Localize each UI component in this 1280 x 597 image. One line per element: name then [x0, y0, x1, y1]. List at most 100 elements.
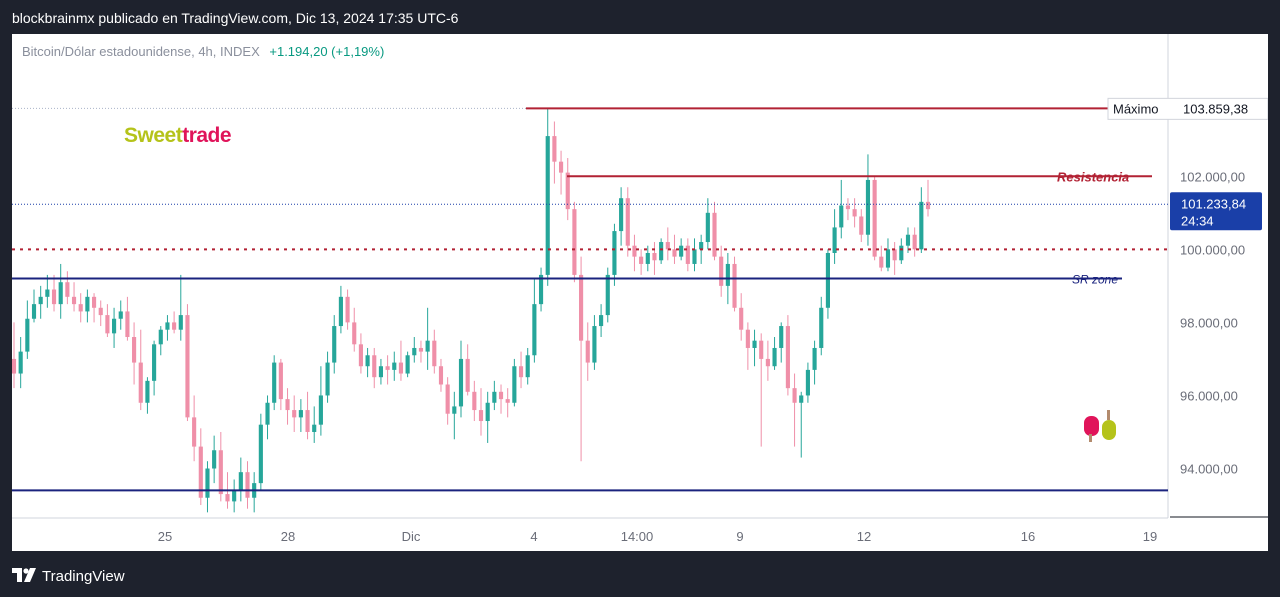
candle-body [492, 391, 497, 403]
candle-body [445, 384, 450, 414]
candle-body [812, 347, 817, 370]
candle [38, 285, 43, 319]
candle-body [305, 410, 310, 432]
chart-panel[interactable]: 94.000,00 96.000,00 98.000,00 100.000,00 102… [12, 34, 1268, 551]
candle [745, 322, 750, 370]
candle-body [332, 326, 337, 363]
candle [425, 307, 430, 370]
candle [478, 388, 484, 436]
candle [558, 150, 564, 195]
candle [705, 198, 710, 250]
candle [78, 293, 83, 323]
candle [659, 238, 664, 264]
candle [245, 461, 250, 509]
candle-body [338, 296, 343, 327]
candle-body [538, 274, 544, 305]
candle-body [45, 289, 50, 297]
candle [805, 362, 810, 403]
candle [739, 293, 744, 341]
candle-body [525, 355, 530, 378]
candle-body [278, 362, 283, 400]
candle-body [852, 209, 857, 217]
candle [432, 329, 437, 374]
candle-body [112, 318, 117, 334]
candle-body [699, 242, 704, 250]
candle [152, 340, 157, 396]
candle [625, 187, 630, 257]
candle [885, 238, 891, 272]
x-tick-label: 19 [1143, 529, 1157, 544]
candle [192, 395, 197, 462]
candle [712, 201, 717, 261]
candle-body [905, 234, 911, 246]
candle [418, 340, 424, 363]
candle [438, 358, 444, 392]
candle [632, 234, 637, 272]
x-tick-label: 4 [530, 529, 537, 544]
y-tick-label: 94.000,00 [1180, 462, 1238, 477]
candle-body [38, 296, 43, 305]
candle [105, 304, 110, 338]
candle [352, 307, 357, 352]
y-tick-label: 98.000,00 [1180, 315, 1238, 330]
candle-body [872, 179, 877, 257]
candle [759, 333, 764, 447]
candle [445, 377, 450, 425]
candle [845, 198, 851, 221]
candle-body [625, 198, 630, 246]
candle [138, 329, 143, 411]
candle-body [312, 424, 317, 432]
price-chart[interactable]: 94.000,00 96.000,00 98.000,00 100.000,00 102… [12, 34, 1268, 551]
candle [91, 293, 97, 323]
footer-brand-label: TradingView [42, 567, 125, 585]
symbol-legend: Bitcoin/Dólar estadounidense, 4h, INDEX … [22, 44, 384, 59]
candle-body [505, 399, 510, 403]
candle-body [258, 424, 263, 484]
candle-body [552, 136, 557, 162]
candle-body [672, 249, 677, 257]
candle [465, 344, 470, 396]
max-value-label: 103.859,38 [1183, 101, 1248, 116]
symbol-label: Bitcoin/Dólar estadounidense, 4h, INDEX [22, 44, 260, 59]
candle-body [599, 315, 604, 327]
candle [178, 274, 183, 341]
candle-body [178, 315, 183, 330]
candle [732, 256, 737, 312]
candle-body [118, 311, 123, 319]
candle-body [198, 446, 203, 498]
candle [492, 380, 497, 411]
candle [752, 329, 757, 367]
max-label-box [1107, 97, 1268, 120]
candle-body [245, 472, 250, 498]
candle-body [138, 362, 143, 403]
candle-body [65, 282, 70, 297]
candle-body [732, 263, 737, 308]
candle [85, 289, 90, 323]
candle-body [772, 347, 777, 367]
candle [679, 238, 684, 261]
candle [585, 322, 590, 381]
candle [458, 340, 464, 418]
candle-body [632, 245, 637, 257]
candle-body [425, 340, 430, 352]
candle [292, 395, 297, 432]
candle-body [85, 296, 90, 312]
candle-body [779, 326, 784, 348]
candle-body [819, 307, 824, 348]
candle [859, 209, 864, 243]
candle-body [105, 315, 110, 334]
candle-body [785, 326, 790, 389]
footer-brand[interactable]: TradingView [12, 566, 125, 586]
candle-body [265, 402, 270, 425]
candle [892, 242, 897, 275]
candle [905, 227, 911, 253]
candle [579, 256, 584, 462]
candle [532, 278, 537, 363]
candle-body [919, 201, 924, 250]
candle [599, 304, 604, 338]
candle-body [352, 322, 357, 345]
candle [799, 391, 804, 458]
candle-body [152, 344, 157, 381]
candle [265, 395, 270, 440]
candle-body [925, 201, 931, 210]
